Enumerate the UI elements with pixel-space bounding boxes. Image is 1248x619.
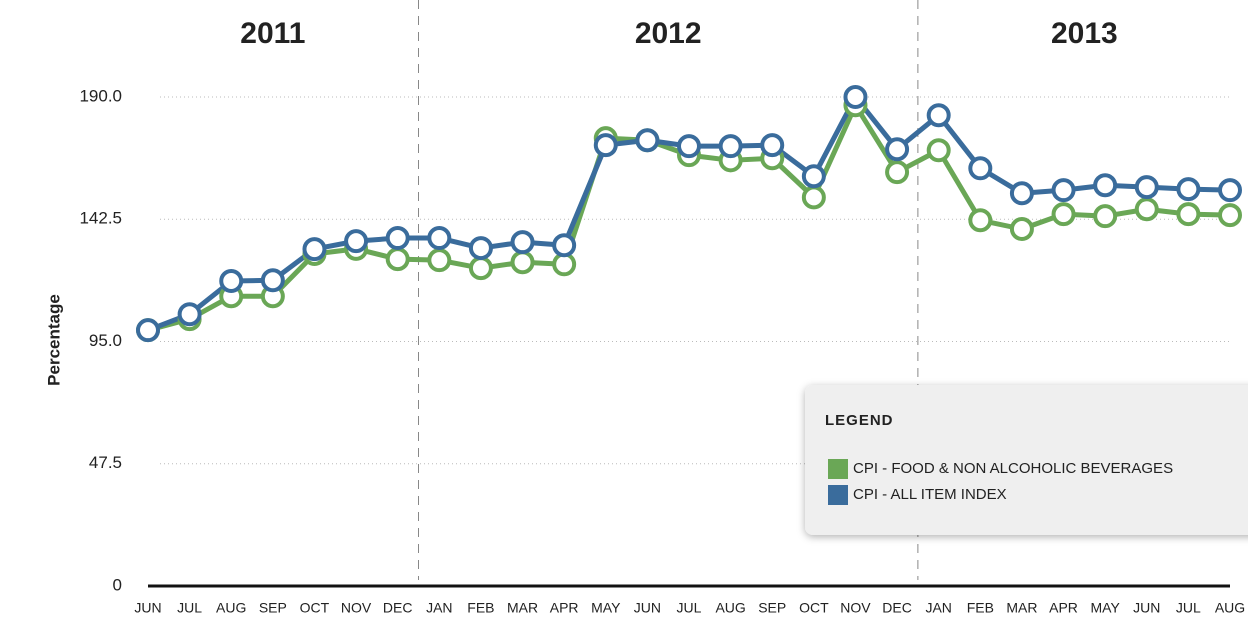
data-point	[760, 133, 785, 158]
data-point	[1009, 181, 1034, 206]
data-point	[1218, 178, 1242, 203]
legend-label: CPI - FOOD & NON ALCOHOLIC BEVERAGES	[853, 460, 1173, 477]
data-point	[219, 269, 244, 294]
data-point	[968, 208, 993, 233]
x-tick-label: DEC	[882, 600, 912, 616]
data-point	[1134, 197, 1159, 222]
data-point	[885, 137, 910, 162]
data-point	[302, 237, 327, 262]
x-tick-label: FEB	[467, 600, 494, 616]
data-point	[635, 128, 660, 153]
x-tick-label: AUG	[216, 600, 246, 616]
x-tick-label: AUG	[1215, 600, 1245, 616]
data-point	[1176, 202, 1201, 227]
y-tick-label: 95.0	[89, 331, 122, 350]
x-tick-label: MAR	[1006, 600, 1037, 616]
data-point	[801, 164, 826, 189]
data-point	[385, 247, 410, 272]
data-point	[260, 268, 285, 293]
legend-swatch	[828, 459, 848, 479]
x-tick-label: APR	[550, 600, 579, 616]
data-point	[926, 138, 951, 163]
data-point	[926, 103, 951, 128]
y-tick-label: 47.5	[89, 453, 122, 472]
data-point	[427, 226, 452, 251]
x-tick-label: APR	[1049, 600, 1078, 616]
year-label: 2013	[1051, 17, 1118, 50]
data-point	[801, 185, 826, 210]
x-tick-label: JAN	[426, 600, 452, 616]
x-tick-label: AUG	[715, 600, 745, 616]
data-point	[427, 248, 452, 273]
x-tick-label: OCT	[799, 600, 829, 616]
data-point	[843, 85, 868, 109]
legend-box	[805, 385, 1248, 535]
data-point	[1009, 217, 1034, 242]
y-tick-label: 142.5	[79, 209, 122, 228]
x-tick-label: NOV	[341, 600, 372, 616]
x-tick-label: JUL	[677, 600, 702, 616]
x-tick-label: JUN	[1133, 600, 1160, 616]
x-tick-label: SEP	[259, 600, 287, 616]
data-point	[468, 256, 493, 281]
x-tick-label: SEP	[758, 600, 786, 616]
x-tick-label: MAY	[1090, 600, 1120, 616]
data-point	[136, 318, 160, 343]
data-point	[177, 302, 202, 327]
data-point	[1051, 178, 1076, 203]
year-label: 2011	[240, 17, 305, 50]
data-point	[510, 230, 535, 255]
data-point	[677, 134, 701, 159]
y-tick-label: 0	[113, 575, 122, 594]
data-point	[552, 252, 577, 277]
x-tick-label: OCT	[300, 600, 330, 616]
x-tick-label: DEC	[383, 600, 413, 616]
x-tick-label: NOV	[840, 600, 871, 616]
x-tick-label: MAR	[507, 600, 538, 616]
x-tick-label: FEB	[967, 600, 994, 616]
x-tick-label: JAN	[925, 600, 951, 616]
y-axis-label: Percentage	[44, 294, 63, 386]
y-tick-label: 190.0	[79, 86, 122, 105]
x-tick-label: JUL	[1176, 600, 1201, 616]
data-point	[468, 236, 493, 261]
data-point	[1176, 177, 1201, 202]
data-point	[385, 226, 410, 251]
data-point	[552, 233, 577, 258]
data-point	[344, 229, 369, 254]
data-point	[593, 133, 618, 158]
data-point	[968, 156, 993, 181]
data-point	[1051, 202, 1076, 227]
legend-title: LEGEND	[825, 412, 894, 429]
data-point	[1093, 204, 1118, 229]
legend-swatch	[828, 485, 848, 505]
legend-label: CPI - ALL ITEM INDEX	[853, 486, 1007, 503]
data-point	[510, 250, 535, 275]
x-tick-label: JUN	[634, 600, 661, 616]
x-tick-label: JUN	[134, 600, 161, 616]
year-label: 2012	[635, 17, 702, 50]
x-tick-label: MAY	[591, 600, 621, 616]
data-point	[1134, 175, 1159, 200]
data-point	[1093, 173, 1118, 198]
data-point	[718, 134, 743, 159]
data-point	[885, 160, 910, 185]
x-tick-label: JUL	[177, 600, 202, 616]
data-point	[1218, 203, 1242, 228]
